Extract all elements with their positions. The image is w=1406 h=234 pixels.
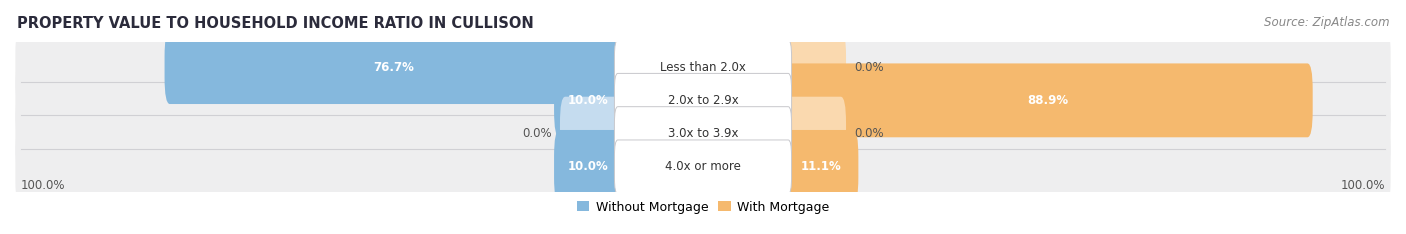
Text: 10.0%: 10.0% (568, 161, 609, 173)
Text: PROPERTY VALUE TO HOUSEHOLD INCOME RATIO IN CULLISON: PROPERTY VALUE TO HOUSEHOLD INCOME RATIO… (17, 16, 534, 31)
Text: 88.9%: 88.9% (1028, 94, 1069, 107)
Legend: Without Mortgage, With Mortgage: Without Mortgage, With Mortgage (572, 196, 834, 219)
Text: 0.0%: 0.0% (853, 127, 883, 140)
FancyBboxPatch shape (783, 130, 859, 204)
Text: 0.0%: 0.0% (523, 127, 553, 140)
FancyBboxPatch shape (614, 107, 792, 161)
FancyBboxPatch shape (614, 73, 792, 127)
Text: 2.0x to 2.9x: 2.0x to 2.9x (668, 94, 738, 107)
FancyBboxPatch shape (783, 30, 846, 104)
FancyBboxPatch shape (15, 60, 1391, 141)
FancyBboxPatch shape (554, 130, 623, 204)
Text: 10.0%: 10.0% (568, 94, 609, 107)
FancyBboxPatch shape (15, 27, 1391, 107)
FancyBboxPatch shape (165, 30, 623, 104)
Text: 3.0x to 3.9x: 3.0x to 3.9x (668, 127, 738, 140)
Text: 11.1%: 11.1% (800, 161, 841, 173)
Text: 0.0%: 0.0% (853, 61, 883, 73)
FancyBboxPatch shape (783, 63, 1313, 137)
FancyBboxPatch shape (783, 97, 846, 171)
FancyBboxPatch shape (15, 127, 1391, 207)
FancyBboxPatch shape (560, 97, 623, 171)
FancyBboxPatch shape (554, 63, 623, 137)
FancyBboxPatch shape (614, 140, 792, 194)
FancyBboxPatch shape (15, 93, 1391, 174)
Text: Source: ZipAtlas.com: Source: ZipAtlas.com (1264, 16, 1389, 29)
Text: 100.0%: 100.0% (21, 179, 65, 192)
Text: 100.0%: 100.0% (1341, 179, 1385, 192)
Text: Less than 2.0x: Less than 2.0x (659, 61, 747, 73)
FancyBboxPatch shape (614, 40, 792, 94)
Text: 76.7%: 76.7% (374, 61, 415, 73)
Text: 4.0x or more: 4.0x or more (665, 161, 741, 173)
